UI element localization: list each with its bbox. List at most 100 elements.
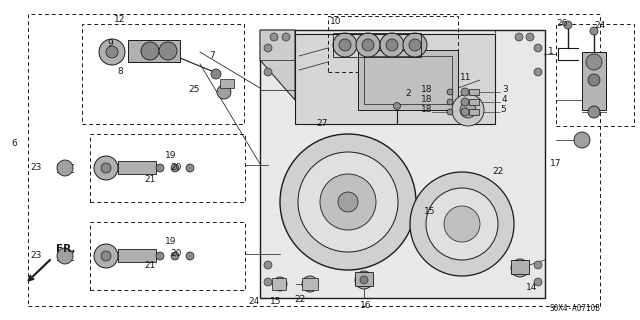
- Text: 21: 21: [144, 175, 156, 185]
- Circle shape: [461, 108, 469, 116]
- Circle shape: [526, 33, 534, 41]
- Circle shape: [217, 85, 231, 99]
- Circle shape: [333, 33, 357, 57]
- Text: 2: 2: [405, 90, 411, 99]
- Text: S0X4-A0710B: S0X4-A0710B: [549, 304, 600, 313]
- Circle shape: [409, 39, 421, 51]
- Circle shape: [452, 94, 484, 126]
- Text: 22: 22: [294, 295, 306, 305]
- Bar: [355, 272, 373, 286]
- Circle shape: [264, 261, 272, 269]
- Text: 6: 6: [11, 140, 17, 148]
- Text: 17: 17: [550, 159, 561, 169]
- Circle shape: [186, 252, 194, 260]
- Polygon shape: [260, 30, 295, 100]
- Bar: [358, 50, 458, 110]
- Circle shape: [282, 33, 290, 41]
- Text: 8: 8: [117, 68, 123, 76]
- Circle shape: [171, 252, 179, 260]
- Circle shape: [338, 192, 358, 212]
- Circle shape: [534, 68, 542, 76]
- Bar: [469, 99, 479, 105]
- Circle shape: [264, 278, 272, 286]
- Circle shape: [211, 69, 221, 79]
- Text: 19: 19: [165, 151, 177, 161]
- Circle shape: [447, 109, 453, 115]
- Circle shape: [99, 39, 125, 65]
- Text: 7: 7: [209, 52, 215, 60]
- Circle shape: [360, 276, 368, 284]
- Bar: [582, 52, 606, 110]
- Circle shape: [270, 33, 278, 41]
- Text: 21: 21: [144, 261, 156, 270]
- Text: 24: 24: [248, 298, 260, 307]
- Circle shape: [280, 134, 416, 270]
- Bar: [469, 89, 479, 95]
- Text: 27: 27: [316, 119, 328, 129]
- Circle shape: [356, 33, 380, 57]
- Text: 12: 12: [115, 15, 125, 25]
- Text: 10: 10: [330, 18, 342, 27]
- Text: 23: 23: [30, 164, 42, 172]
- Text: 20: 20: [170, 250, 181, 259]
- Bar: [82, 24, 244, 124]
- Bar: [333, 33, 421, 57]
- Circle shape: [141, 42, 159, 60]
- Bar: [28, 14, 600, 306]
- Circle shape: [461, 98, 469, 106]
- Bar: [128, 40, 180, 62]
- Text: 18: 18: [420, 85, 432, 94]
- Circle shape: [511, 259, 529, 277]
- Text: 4: 4: [502, 95, 508, 105]
- Circle shape: [94, 156, 118, 180]
- Bar: [302, 278, 318, 290]
- Circle shape: [588, 74, 600, 86]
- Text: 14: 14: [526, 284, 538, 292]
- Text: 3: 3: [502, 85, 508, 94]
- Circle shape: [515, 33, 523, 41]
- Text: 23: 23: [30, 252, 42, 260]
- Polygon shape: [260, 30, 545, 298]
- Circle shape: [57, 160, 73, 176]
- Circle shape: [534, 44, 542, 52]
- Bar: [364, 56, 452, 104]
- Circle shape: [156, 164, 164, 172]
- Circle shape: [57, 248, 73, 264]
- Circle shape: [101, 163, 111, 173]
- Text: 9: 9: [107, 39, 113, 49]
- Circle shape: [264, 68, 272, 76]
- Bar: [220, 79, 234, 88]
- Circle shape: [534, 278, 542, 286]
- Circle shape: [394, 102, 401, 109]
- Circle shape: [410, 172, 514, 276]
- Text: 24: 24: [594, 20, 605, 29]
- Text: 15: 15: [424, 207, 436, 217]
- Circle shape: [444, 206, 480, 242]
- Bar: [469, 109, 479, 115]
- Bar: [511, 260, 529, 274]
- Text: 11: 11: [460, 74, 472, 83]
- Text: FR.: FR.: [56, 244, 76, 254]
- Circle shape: [186, 164, 194, 172]
- Bar: [118, 249, 156, 262]
- Bar: [118, 161, 156, 174]
- Circle shape: [426, 188, 498, 260]
- Circle shape: [386, 39, 398, 51]
- Circle shape: [574, 132, 590, 148]
- Circle shape: [355, 271, 373, 289]
- Circle shape: [320, 174, 376, 230]
- Circle shape: [101, 251, 111, 261]
- Circle shape: [403, 33, 427, 57]
- Bar: [90, 134, 245, 202]
- Circle shape: [564, 21, 572, 29]
- Bar: [295, 34, 495, 124]
- Circle shape: [534, 261, 542, 269]
- Circle shape: [302, 276, 318, 292]
- Circle shape: [461, 88, 469, 96]
- Text: 16: 16: [360, 301, 372, 310]
- Circle shape: [298, 152, 398, 252]
- Circle shape: [590, 27, 598, 35]
- Circle shape: [362, 39, 374, 51]
- Circle shape: [588, 106, 600, 118]
- Bar: [328, 16, 458, 72]
